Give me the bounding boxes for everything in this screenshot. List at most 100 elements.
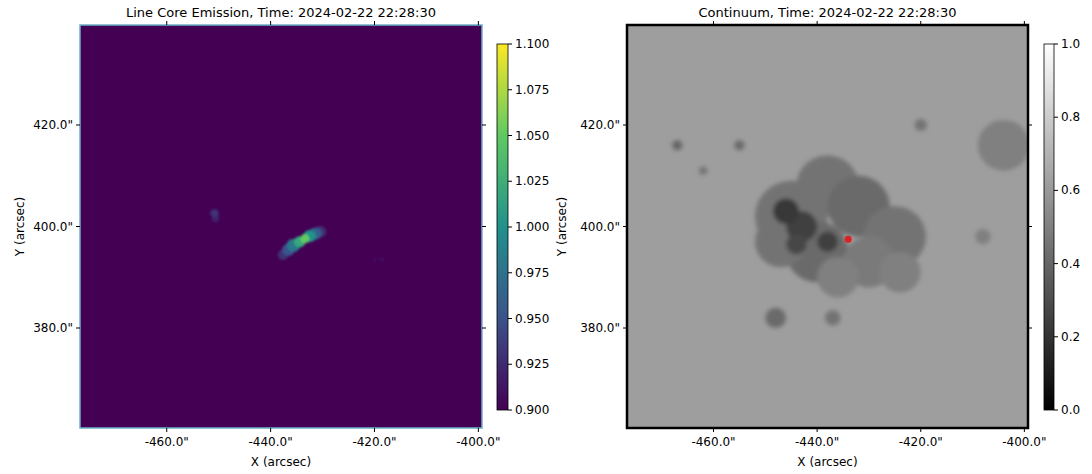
intensity-feature [699, 167, 707, 175]
x-tick-top [270, 21, 271, 25]
y-axis-title: Y (arcsec) [555, 197, 569, 257]
x-tick-label: -440.0" [249, 435, 293, 449]
marker-point [845, 236, 852, 243]
y-tick-right [482, 124, 486, 125]
intensity-feature [765, 308, 786, 328]
y-tick [76, 328, 80, 329]
intensity-feature [975, 229, 991, 244]
colorbar [497, 44, 508, 410]
y-tick-right [482, 226, 486, 227]
intensity-feature [210, 209, 218, 217]
colorbar-tick [1054, 117, 1058, 118]
plot-frame [80, 25, 482, 428]
x-axis-title: X (arcsec) [251, 455, 311, 469]
colorbar-tick-label: 0.8 [1061, 110, 1080, 124]
x-tick [817, 428, 818, 432]
intensity-feature [372, 257, 376, 261]
title: Continuum, Time: 2024-02-22 22:28:30 [698, 5, 956, 20]
colorbar-tick-label: 1.000 [515, 220, 549, 234]
image [627, 25, 1028, 428]
y-tick [623, 226, 627, 227]
colorbar-tick [1054, 44, 1058, 45]
x-tick-label: -400.0" [456, 435, 500, 449]
intensity-feature [672, 140, 682, 150]
x-tick [374, 428, 375, 432]
colorbar-tick [508, 410, 512, 411]
colorbar-tick [508, 89, 512, 90]
y-tick-right [1028, 226, 1032, 227]
y-tick-label: 400.0" [33, 220, 73, 234]
x-tick [166, 428, 167, 432]
panel: -460.0"-440.0"-420.0"-400.0"380.0"400.0"… [13, 5, 549, 469]
y-tick [76, 226, 80, 227]
figure: -460.0" -440.0" -420.0" -400.0" 380.0" 400.0"… [0, 0, 1092, 474]
colorbar-tick-label: 1.050 [515, 129, 549, 143]
intensity-feature [300, 234, 309, 243]
intensity-feature [879, 252, 920, 293]
colorbar-tick-label: 0.900 [515, 403, 549, 417]
y-tick-label: 380.0" [33, 321, 73, 335]
x-tick [713, 428, 714, 432]
x-tick-top [713, 21, 714, 25]
colorbar-tick [508, 227, 512, 228]
x-tick-label: -460.0" [691, 435, 735, 449]
intensity-feature [915, 119, 927, 131]
y-tick-label: 420.0" [33, 118, 73, 132]
x-tick-top [478, 21, 479, 25]
y-tick-label: 400.0" [580, 220, 620, 234]
image [80, 25, 482, 428]
intensity-feature [380, 257, 384, 261]
colorbar-tick-label: 0.925 [515, 357, 549, 371]
colorbar-tick [508, 181, 512, 182]
colorbar-tick-label: 1.025 [515, 174, 549, 188]
x-tick-label: -420.0" [352, 435, 396, 449]
colorbar-tick-label: 1.100 [515, 37, 549, 51]
colorbar-tick [508, 135, 512, 136]
y-tick-label: 420.0" [580, 118, 620, 132]
plot-frame [627, 25, 1028, 428]
colorbar-tick-label: 1.0 [1061, 37, 1080, 51]
colorbar-tick-label: 0.0 [1061, 403, 1080, 417]
colorbar-tick-label: 0.950 [515, 312, 549, 326]
colorbar-tick [508, 44, 512, 45]
intensity-feature [817, 232, 838, 252]
colorbar-tick-label: 0.2 [1061, 330, 1080, 344]
colorbar-tick [1054, 190, 1058, 191]
y-tick-right [482, 328, 486, 329]
colorbar-tick-label: 0.4 [1061, 257, 1080, 271]
image-background [80, 25, 482, 428]
y-tick [623, 124, 627, 125]
intensity-feature [825, 310, 841, 325]
x-tick-label: -440.0" [795, 435, 839, 449]
intensity-feature [786, 234, 807, 254]
colorbar-tick [508, 318, 512, 319]
x-tick-label: -420.0" [899, 435, 943, 449]
colorbar-tick [508, 364, 512, 365]
x-tick-top [1024, 21, 1025, 25]
panel: -460.0"-440.0"-420.0"-400.0"380.0"400.0"… [555, 5, 1080, 469]
colorbar-tick-label: 0.6 [1061, 183, 1080, 197]
y-axis-title: Y (arcsec) [13, 197, 27, 257]
x-tick-top [166, 21, 167, 25]
colorbar-tick [1054, 263, 1058, 264]
image-background [627, 25, 1028, 428]
intensity-feature [817, 257, 858, 298]
intensity-feature [773, 199, 799, 224]
y-tick-label: 380.0" [580, 321, 620, 335]
x-tick-top [920, 21, 921, 25]
x-axis-title: X (arcsec) [797, 455, 857, 469]
intensity-feature [734, 140, 744, 150]
x-tick-top [374, 21, 375, 25]
y-tick-right [1028, 328, 1032, 329]
colorbar [1044, 44, 1054, 410]
x-tick [270, 428, 271, 432]
x-tick [1024, 428, 1025, 432]
x-tick [920, 428, 921, 432]
colorbar-tick-label: 0.975 [515, 266, 549, 280]
y-tick [76, 124, 80, 125]
colorbar-tick-label: 1.075 [515, 83, 549, 97]
x-tick [478, 428, 479, 432]
title: Line Core Emission, Time: 2024-02-22 22:… [126, 5, 436, 20]
colorbar-tick [1054, 336, 1058, 337]
colorbar-tick [508, 272, 512, 273]
